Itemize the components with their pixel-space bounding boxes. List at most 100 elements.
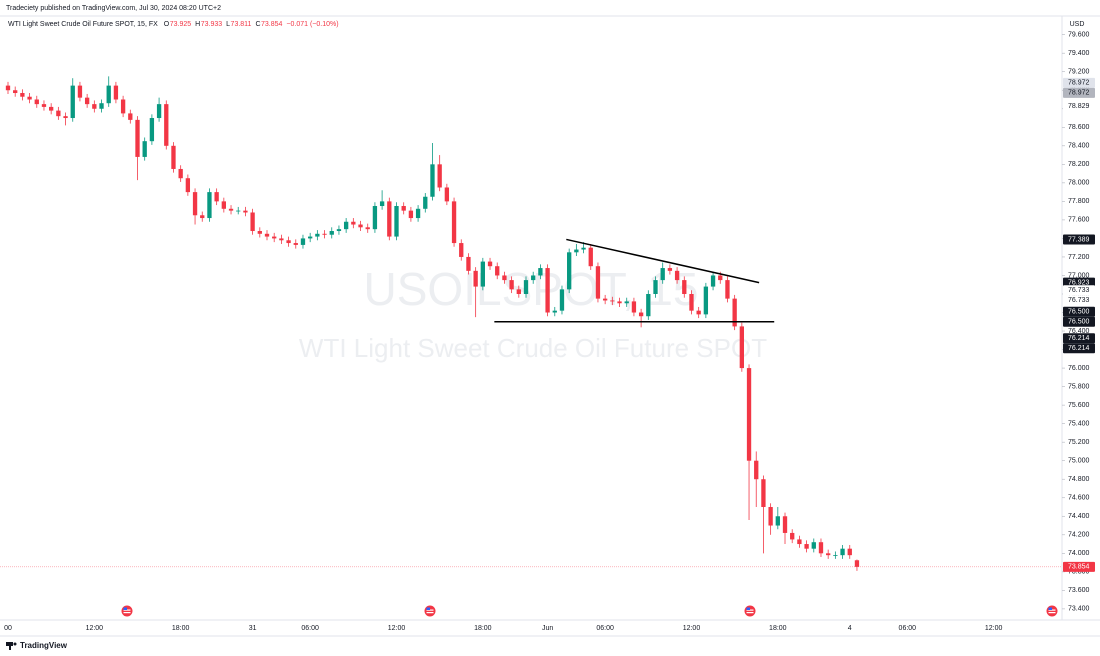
candle-body xyxy=(509,280,514,290)
logo-mark xyxy=(9,642,11,650)
price-marker-label: 73.854 xyxy=(1068,564,1090,571)
candle-body xyxy=(588,247,593,267)
candle-body xyxy=(394,206,399,237)
candle-body xyxy=(415,208,421,219)
y-tick-label: 75.200 xyxy=(1068,439,1090,446)
candle-body xyxy=(444,187,450,202)
candle-body xyxy=(552,310,557,313)
y-tick-label: 75.400 xyxy=(1068,420,1090,427)
watermark-name: WTI Light Sweet Crude Oil Future SPOT xyxy=(299,333,767,363)
candle-body xyxy=(610,300,615,302)
price-marker-label: 76.214 xyxy=(1068,335,1090,342)
candle-body xyxy=(638,312,644,317)
candle-body xyxy=(5,85,11,91)
x-tick-label: 06:00 xyxy=(301,625,319,632)
y-tick-label: 78.600 xyxy=(1068,124,1090,131)
candle-body xyxy=(63,116,68,119)
candle-body xyxy=(732,298,737,327)
candle-body xyxy=(782,516,788,533)
event-icon[interactable] xyxy=(744,605,756,617)
candle-body xyxy=(56,110,61,117)
candle-body xyxy=(113,85,119,100)
event-icon[interactable] xyxy=(121,605,133,617)
y-tick-label: 78.000 xyxy=(1068,180,1090,187)
legend-value: 73.925 xyxy=(170,21,192,28)
price-marker xyxy=(1063,234,1095,245)
candle-body xyxy=(372,206,378,230)
candle-body xyxy=(336,229,342,232)
candle-body xyxy=(257,231,262,234)
price-marker-label: 76.733 xyxy=(1068,297,1090,304)
candle-body xyxy=(84,97,90,105)
event-icon[interactable] xyxy=(424,605,436,617)
x-tick-label: 4 xyxy=(848,625,852,632)
price-marker xyxy=(1063,561,1095,572)
candle-body xyxy=(473,270,478,287)
candle-body xyxy=(826,553,831,556)
candle-body xyxy=(646,293,651,317)
candle-body xyxy=(739,326,745,369)
candle-body xyxy=(106,85,111,104)
candle-body xyxy=(279,238,284,241)
candle-body xyxy=(689,293,694,311)
candle-body xyxy=(149,118,155,142)
x-tick-label: 12:00 xyxy=(683,625,701,632)
legend-value: 73.811 xyxy=(231,21,252,28)
candle-body xyxy=(286,240,291,244)
x-tick-label: Jun xyxy=(542,625,553,632)
candle-body xyxy=(768,507,773,526)
y-tick-label: 74.200 xyxy=(1068,532,1090,539)
price-marker-label: 76.500 xyxy=(1068,309,1090,316)
candle-body xyxy=(818,542,824,554)
event-icon[interactable] xyxy=(1046,605,1058,617)
y-tick-label: 73.600 xyxy=(1068,587,1090,594)
candle-body xyxy=(502,275,507,281)
candle-body xyxy=(171,145,176,169)
chart-title: WTI Light Sweet Crude Oil Future SPOT, 1… xyxy=(8,21,158,28)
y-tick-label: 79.600 xyxy=(1068,32,1090,39)
x-tick-label: 06:00 xyxy=(596,625,614,632)
candle-body xyxy=(682,280,687,294)
y-tick-label: 74.600 xyxy=(1068,495,1090,502)
x-tick-label: 00 xyxy=(4,625,12,632)
y-tick-label: 75.800 xyxy=(1068,383,1090,390)
candle-body xyxy=(120,99,126,114)
candle-body xyxy=(523,280,529,294)
candle-body xyxy=(487,261,493,267)
candle-body xyxy=(264,233,270,237)
candle-body xyxy=(718,275,723,281)
candle-body xyxy=(27,96,32,100)
price-marker xyxy=(1063,285,1095,296)
candle-body xyxy=(495,266,500,276)
price-marker-label: 78.972 xyxy=(1068,90,1090,97)
price-marker xyxy=(1063,343,1095,354)
candle-body xyxy=(272,236,277,239)
y-tick-label: 74.000 xyxy=(1068,550,1090,557)
price-marker-label: 78.972 xyxy=(1068,80,1090,87)
candle-body xyxy=(207,192,212,219)
candle-body xyxy=(480,261,485,287)
x-tick-label: 12:00 xyxy=(86,625,104,632)
price-marker-label: 77.389 xyxy=(1068,236,1090,243)
candle-body xyxy=(437,164,442,188)
x-tick-label: 18:00 xyxy=(769,625,787,632)
y-tick-label: 78.400 xyxy=(1068,143,1090,150)
x-tick-label: 12:00 xyxy=(388,625,406,632)
candle-body xyxy=(200,215,205,219)
brand-logo[interactable]: TradingView xyxy=(6,641,68,650)
candle-body xyxy=(250,212,255,232)
candle-body xyxy=(77,85,83,98)
candle-body xyxy=(847,548,852,556)
price-marker xyxy=(1063,333,1095,344)
brand[interactable]: TradingView xyxy=(20,641,68,650)
candle-body xyxy=(775,516,780,526)
candle-body xyxy=(41,104,47,107)
candle-body xyxy=(379,201,385,207)
legend-label: C xyxy=(255,21,260,28)
currency[interactable]: USD xyxy=(1070,21,1085,28)
candle-body xyxy=(315,233,320,237)
y-tick-label: 79.400 xyxy=(1068,50,1090,57)
event-icons[interactable] xyxy=(121,605,1058,617)
